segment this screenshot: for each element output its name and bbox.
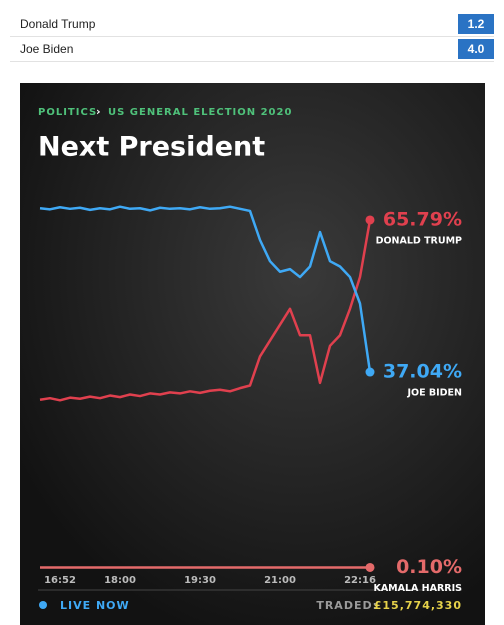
- end-dot: [365, 215, 375, 225]
- runner-name: Donald Trump: [20, 17, 96, 31]
- breadcrumb: POLITICS: [38, 107, 97, 118]
- series-line: [39, 219, 372, 402]
- market-row[interactable]: Donald Trump 1.2: [10, 12, 494, 37]
- chevron: ›: [96, 105, 101, 118]
- x-tick-label: 19:30: [184, 575, 216, 586]
- legend-label: DONALD TRUMP: [376, 235, 462, 246]
- traded-value: £15,774,330: [374, 599, 462, 612]
- market-row[interactable]: Joe Biden 4.0: [10, 37, 494, 62]
- traded-label: TRADED:: [316, 599, 378, 612]
- live-label: LIVE NOW: [60, 599, 130, 612]
- odds[interactable]: 1.2: [458, 14, 494, 34]
- end-dot: [365, 562, 375, 572]
- x-tick-label: 16:52: [44, 575, 76, 586]
- x-tick-label: 22:16: [344, 575, 376, 586]
- chart-title: Next President: [38, 132, 265, 163]
- odds[interactable]: 4.0: [458, 39, 494, 59]
- series-line: [39, 205, 372, 373]
- breadcrumb: US GENERAL ELECTION 2020: [108, 107, 292, 118]
- x-tick-label: 21:00: [264, 575, 296, 586]
- end-label: 0.10%: [396, 556, 462, 578]
- panel: [20, 83, 485, 625]
- end-dot: [365, 367, 375, 377]
- legend-label: KAMALA HARRIS: [373, 583, 462, 594]
- runner-name: Joe Biden: [20, 42, 74, 56]
- x-tick-label: 18:00: [104, 575, 136, 586]
- legend-label: JOE BIDEN: [406, 388, 462, 399]
- live-dot: [39, 601, 47, 609]
- end-label: 65.79%: [383, 208, 462, 230]
- end-label: 37.04%: [383, 361, 462, 383]
